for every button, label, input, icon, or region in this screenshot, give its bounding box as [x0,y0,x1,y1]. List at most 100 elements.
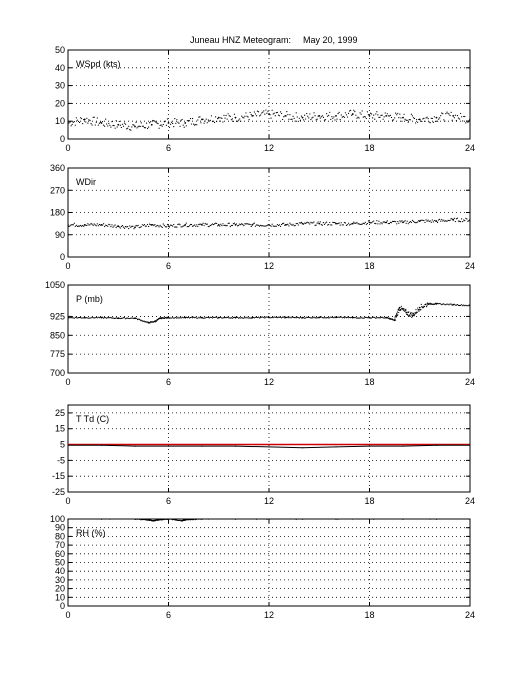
data-point [263,225,265,227]
data-point [303,317,306,319]
data-point [402,221,404,224]
data-point [397,308,399,311]
data-point [86,316,88,319]
data-point [420,303,422,305]
data-point [171,317,173,319]
data-point [376,220,378,222]
data-point [412,117,415,119]
data-point [347,222,350,224]
data-point [213,223,216,225]
data-point [270,317,272,319]
data-point [309,113,311,115]
data-point [76,119,79,121]
data-point [241,115,243,117]
data-point [386,220,388,222]
data-point [241,519,243,520]
data-point [413,117,416,120]
data-point [373,114,375,116]
data-point [288,118,290,120]
data-point [105,224,107,226]
data-point [433,219,436,222]
data-point [389,221,392,223]
data-point [178,122,180,124]
data-point [306,222,308,224]
data-point [379,317,381,319]
data-point [357,317,359,319]
data-point [282,223,284,225]
data-point [267,110,269,112]
data-point [202,118,204,120]
data-point [319,316,321,319]
data-point [202,222,204,224]
data-point [133,124,135,126]
data-point [183,225,185,227]
data-point [410,311,412,314]
data-point [255,519,258,520]
data-point [325,221,328,223]
data-point [275,112,277,114]
data-point [372,316,374,318]
data-point [449,114,451,117]
data-point [395,112,397,114]
data-point [165,124,168,126]
data-point [77,317,80,319]
data-point [301,316,304,319]
data-point [146,223,149,226]
data-point [391,519,394,520]
data-point [394,317,396,319]
data-point [226,118,228,120]
data-point [418,118,421,121]
data-point [134,445,136,447]
data-point [327,224,329,226]
data-point [387,222,389,225]
data-point [389,114,392,116]
data-point [303,222,306,224]
data-point [100,519,103,520]
data-point [75,317,77,319]
data-point [368,316,371,319]
data-point [236,120,239,122]
data-point [342,115,344,118]
data-point [241,223,243,225]
data-point [104,316,106,319]
data-point [385,114,388,117]
data-point [173,126,175,128]
data-point [261,225,263,227]
y-tick-label: 90 [55,230,65,240]
data-point [420,309,422,311]
data-point [295,317,297,319]
data-point [388,115,390,117]
data-point [98,519,100,520]
data-point [283,316,285,318]
data-point [403,307,405,310]
data-point [101,224,104,226]
data-point [126,128,128,130]
data-point [207,519,209,520]
data-point [207,225,209,228]
data-point [407,314,409,316]
data-point [224,317,226,319]
data-point [143,127,146,129]
data-point [263,316,265,319]
data-point [424,221,426,224]
data-point [305,222,307,224]
data-point [88,224,90,226]
data-point [299,222,302,224]
data-point [327,115,329,117]
data-point [258,225,261,227]
data-point [100,444,103,446]
data-point [137,126,139,128]
data-point [354,222,356,224]
data-point [247,223,249,225]
data-point [250,225,252,228]
data-point [296,116,298,118]
data-point [406,220,408,222]
data-point [159,224,161,227]
data-point [452,114,455,117]
data-point [329,111,331,113]
data-point [397,314,399,316]
data-point [181,226,183,228]
data-point [234,519,237,520]
data-point [432,121,434,123]
data-point [83,223,86,226]
